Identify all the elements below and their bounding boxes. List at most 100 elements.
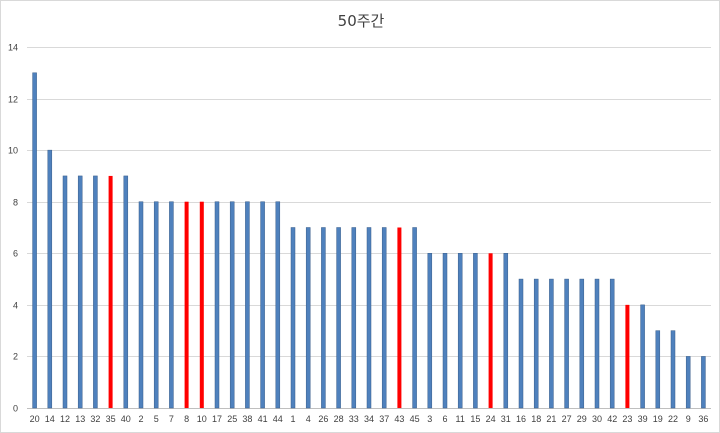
bar	[275, 201, 281, 409]
x-tick-label: 36	[698, 414, 708, 424]
x-tick-label: 44	[273, 414, 283, 424]
x-tick-label: 41	[258, 414, 268, 424]
x-tick-label: 39	[638, 414, 648, 424]
x-tick-label: 6	[442, 414, 447, 424]
x-tick-label: 23	[622, 414, 632, 424]
bar	[47, 149, 53, 409]
chart-title: 50주간	[338, 12, 385, 30]
y-tick-label: 2	[13, 352, 18, 362]
bar	[381, 227, 387, 409]
x-tick-label: 24	[486, 414, 496, 424]
bar	[123, 175, 129, 409]
x-tick-label: 29	[577, 414, 587, 424]
x-tick-label: 5	[154, 414, 159, 424]
x-tick-label: 30	[592, 414, 602, 424]
bar-highlighted	[397, 227, 402, 408]
x-tick-label: 28	[334, 414, 344, 424]
x-tick-label: 13	[75, 414, 85, 424]
bar	[473, 253, 478, 409]
bar	[366, 227, 372, 409]
bar	[32, 72, 37, 409]
y-tick-label: 12	[8, 95, 18, 105]
x-tick-label: 33	[349, 414, 359, 424]
x-tick-label: 1	[290, 414, 295, 424]
x-tick-label: 32	[90, 414, 100, 424]
bar	[427, 253, 433, 409]
x-tick-label: 19	[653, 414, 663, 424]
x-tick-label: 2	[138, 414, 143, 424]
bar-highlighted	[199, 201, 204, 408]
x-tick-label: 38	[242, 414, 252, 424]
bar	[321, 227, 326, 409]
bar	[214, 201, 220, 409]
bar	[640, 304, 645, 409]
x-tick-label: 3	[427, 414, 432, 424]
x-tick-label: 9	[686, 414, 691, 424]
bar	[442, 253, 448, 409]
x-tick-label: 40	[121, 414, 131, 424]
x-tick-label: 26	[318, 414, 328, 424]
bar	[229, 201, 235, 409]
bar-highlighted	[488, 253, 493, 408]
y-tick-label: 14	[8, 43, 18, 53]
bar	[305, 227, 311, 409]
y-tick-label: 6	[13, 249, 18, 259]
bar	[93, 175, 98, 409]
x-tick-label: 31	[501, 414, 511, 424]
bar	[701, 356, 706, 409]
x-tick-label: 25	[227, 414, 237, 424]
x-tick-label: 7	[169, 414, 174, 424]
x-tick-label: 18	[531, 414, 541, 424]
y-tick-label: 8	[13, 198, 18, 208]
bar-highlighted	[625, 304, 630, 408]
x-tick-label: 42	[607, 414, 617, 424]
x-tick-label: 16	[516, 414, 526, 424]
bar	[153, 201, 159, 409]
bar	[503, 253, 509, 409]
bar	[290, 227, 296, 409]
y-tick-label: 0	[13, 404, 18, 414]
bar	[62, 175, 68, 409]
bar	[351, 227, 357, 409]
bar	[138, 201, 144, 409]
x-tick-label: 43	[394, 414, 404, 424]
x-tick-label: 21	[546, 414, 556, 424]
bar	[412, 227, 417, 409]
y-axis: 0 2 4 6 8 10 12 14	[8, 43, 18, 414]
x-tick-label: 15	[470, 414, 480, 424]
y-tick-label: 10	[8, 146, 18, 156]
x-tick-label: 20	[30, 414, 40, 424]
bar	[518, 278, 524, 409]
y-tick-label: 4	[13, 301, 18, 311]
x-tick-label: 4	[306, 414, 311, 424]
bar	[655, 330, 661, 409]
bar	[670, 330, 676, 409]
bar	[457, 253, 463, 409]
x-tick-label: 12	[60, 414, 70, 424]
x-tick-label: 37	[379, 414, 389, 424]
bar	[564, 278, 569, 409]
x-tick-label: 11	[456, 414, 465, 424]
bar	[77, 175, 83, 409]
x-tick-label: 14	[45, 414, 55, 424]
x-tick-label: 27	[562, 414, 572, 424]
bar	[336, 227, 341, 409]
bars	[32, 72, 706, 409]
bar	[549, 278, 554, 409]
x-tick-label: 8	[184, 414, 189, 424]
bar-highlighted	[108, 175, 113, 408]
x-tick-label: 35	[106, 414, 116, 424]
bar	[533, 278, 539, 409]
bar	[609, 278, 615, 409]
bar	[685, 356, 691, 409]
bar	[260, 201, 265, 409]
x-tick-label: 45	[410, 414, 420, 424]
bar	[594, 278, 600, 409]
bar-highlighted	[184, 201, 189, 408]
bar	[579, 278, 585, 409]
x-tick-label: 10	[197, 414, 207, 424]
x-tick-label: 34	[364, 414, 374, 424]
bar	[245, 201, 250, 409]
